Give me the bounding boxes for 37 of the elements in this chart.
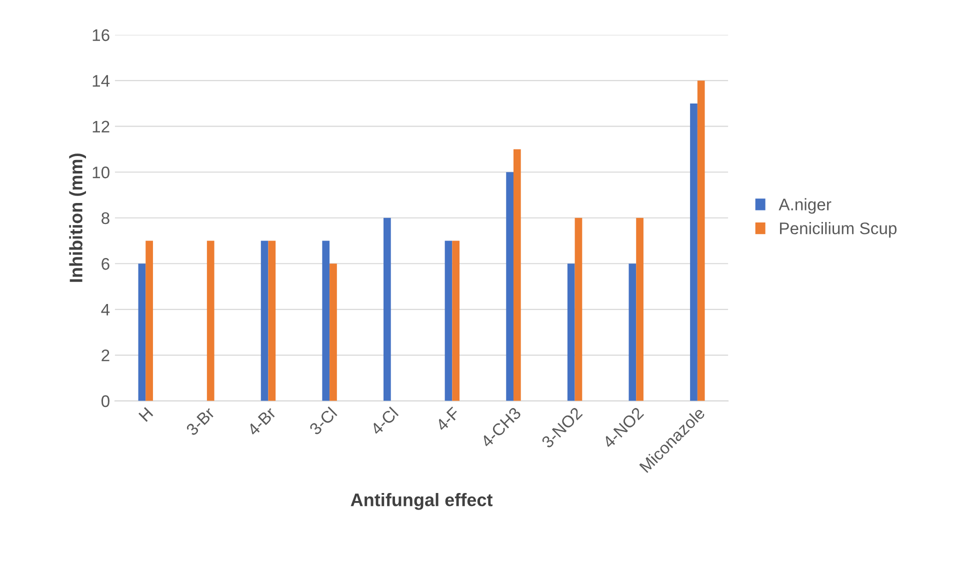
bar — [260, 240, 268, 401]
y-tick-label: 6 — [102, 258, 110, 270]
legend-label: Penicilium Scup — [780, 222, 897, 238]
bar — [567, 264, 575, 401]
bar — [697, 80, 705, 401]
bar — [322, 240, 330, 401]
bar — [444, 240, 452, 401]
bar — [452, 240, 460, 401]
x-tick-label: 3-Br — [185, 406, 216, 436]
x-tick-label: 4-Br — [246, 406, 277, 436]
bar — [636, 218, 644, 401]
x-axis-title: Antifungal effect — [350, 493, 493, 510]
y-tick-label: 14 — [92, 75, 110, 87]
bar — [384, 218, 391, 401]
bar — [268, 240, 276, 401]
bar — [690, 103, 698, 401]
legend-label: A.niger — [778, 198, 832, 214]
y-tick-label: 2 — [102, 350, 110, 362]
bar — [574, 218, 582, 401]
bar — [330, 264, 337, 401]
x-tick-label: 3-Cl — [308, 406, 338, 436]
y-tick-label: 0 — [101, 395, 110, 408]
y-tick-label: 12 — [92, 120, 110, 132]
bar — [506, 172, 514, 401]
y-tick-label: 4 — [101, 304, 110, 316]
y-tick-label: 8 — [102, 212, 110, 224]
x-tick-label: 4-Cl — [370, 406, 399, 436]
y-axis-title: Inhibition (mm) — [69, 154, 86, 282]
x-tick-label: H — [138, 407, 154, 422]
y-tick-label: 16 — [92, 29, 110, 42]
bar — [146, 240, 153, 401]
y-tick-label: 10 — [92, 166, 110, 178]
x-tick-label: 4-F — [435, 406, 460, 432]
bar — [628, 264, 636, 401]
bar — [206, 240, 214, 401]
bar — [513, 149, 521, 401]
bar — [138, 264, 146, 401]
